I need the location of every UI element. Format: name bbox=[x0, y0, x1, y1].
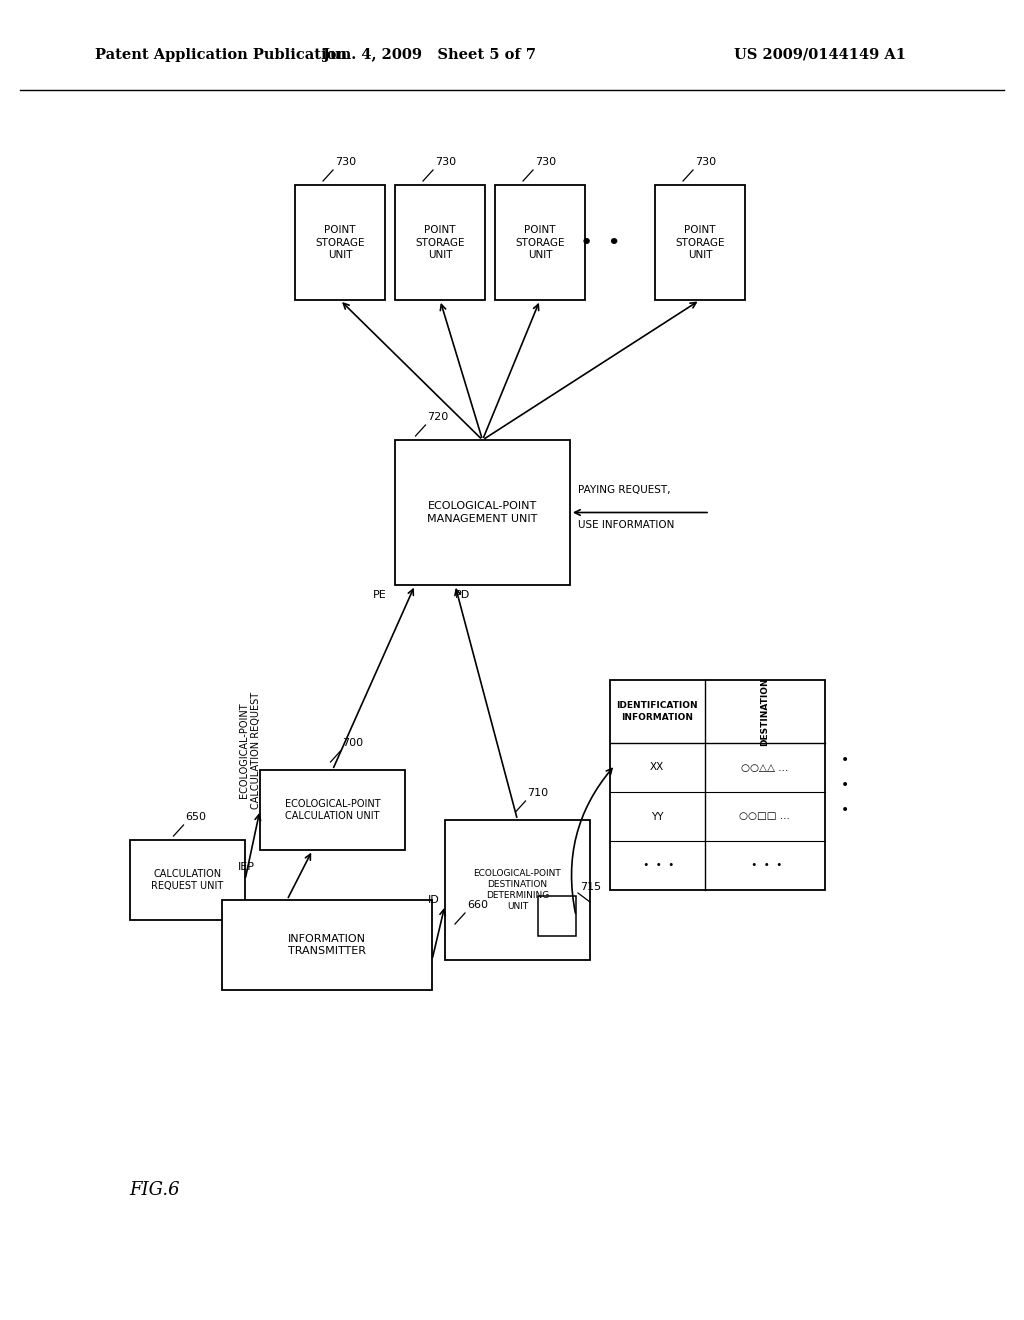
Text: CALCULATION
REQUEST UNIT: CALCULATION REQUEST UNIT bbox=[152, 869, 223, 891]
Text: 720: 720 bbox=[427, 412, 449, 422]
Text: •  •: • • bbox=[580, 234, 621, 253]
Text: •
•
•: • • • bbox=[841, 752, 849, 817]
Text: POINT
STORAGE
UNIT: POINT STORAGE UNIT bbox=[675, 226, 725, 260]
Text: US 2009/0144149 A1: US 2009/0144149 A1 bbox=[734, 48, 906, 62]
Bar bbox=[395, 185, 485, 300]
Bar bbox=[295, 185, 385, 300]
Text: 660: 660 bbox=[467, 900, 488, 909]
Text: •  •  •: • • • bbox=[748, 861, 782, 870]
Text: POINT
STORAGE
UNIT: POINT STORAGE UNIT bbox=[315, 226, 365, 260]
Text: 700: 700 bbox=[342, 738, 364, 748]
Bar bbox=[610, 680, 825, 890]
Text: PAYING REQUEST,: PAYING REQUEST, bbox=[578, 484, 671, 495]
Bar bbox=[222, 900, 432, 990]
Text: POINT
STORAGE
UNIT: POINT STORAGE UNIT bbox=[515, 226, 565, 260]
Text: PE: PE bbox=[374, 590, 387, 601]
Text: FIG.6: FIG.6 bbox=[130, 1181, 180, 1199]
Text: 730: 730 bbox=[695, 157, 716, 168]
Text: ECOLOGICAL-POINT
CALCULATION UNIT: ECOLOGICAL-POINT CALCULATION UNIT bbox=[285, 799, 380, 821]
Text: ○○△△ ...: ○○△△ ... bbox=[741, 763, 788, 772]
Bar bbox=[538, 896, 575, 936]
Text: 650: 650 bbox=[185, 812, 207, 822]
Bar bbox=[445, 820, 590, 960]
Text: PD: PD bbox=[455, 590, 470, 601]
Text: ID: ID bbox=[428, 895, 440, 906]
Bar bbox=[130, 840, 245, 920]
Text: USE INFORMATION: USE INFORMATION bbox=[578, 520, 675, 531]
Text: Jun. 4, 2009   Sheet 5 of 7: Jun. 4, 2009 Sheet 5 of 7 bbox=[324, 48, 537, 62]
Bar bbox=[395, 440, 570, 585]
Text: 710: 710 bbox=[527, 788, 549, 799]
Bar bbox=[260, 770, 406, 850]
Text: 730: 730 bbox=[535, 157, 556, 168]
Text: YY: YY bbox=[651, 812, 664, 821]
Text: Patent Application Publication: Patent Application Publication bbox=[95, 48, 347, 62]
Text: ECOLOGICAL-POINT
CALCULATION REQUEST: ECOLOGICAL-POINT CALCULATION REQUEST bbox=[239, 692, 261, 809]
Text: 730: 730 bbox=[335, 157, 356, 168]
Text: POINT
STORAGE
UNIT: POINT STORAGE UNIT bbox=[416, 226, 465, 260]
Text: DESTINATION: DESTINATION bbox=[760, 677, 769, 746]
Text: 715: 715 bbox=[580, 882, 601, 892]
Text: 730: 730 bbox=[435, 157, 456, 168]
Text: ○○□□ ...: ○○□□ ... bbox=[739, 812, 791, 821]
Bar bbox=[495, 185, 585, 300]
Text: IDENTIFICATION
INFORMATION: IDENTIFICATION INFORMATION bbox=[616, 701, 698, 722]
Text: XX: XX bbox=[650, 763, 665, 772]
Text: IEP: IEP bbox=[238, 862, 255, 873]
Text: ECOLOGICAL-POINT
DESTINATION
DETERMINING
UNIT: ECOLOGICAL-POINT DESTINATION DETERMINING… bbox=[474, 869, 561, 911]
Text: ECOLOGICAL-POINT
MANAGEMENT UNIT: ECOLOGICAL-POINT MANAGEMENT UNIT bbox=[427, 502, 538, 524]
Text: INFORMATION
TRANSMITTER: INFORMATION TRANSMITTER bbox=[288, 933, 366, 956]
Text: •  •  •: • • • bbox=[640, 861, 675, 870]
Bar bbox=[655, 185, 745, 300]
